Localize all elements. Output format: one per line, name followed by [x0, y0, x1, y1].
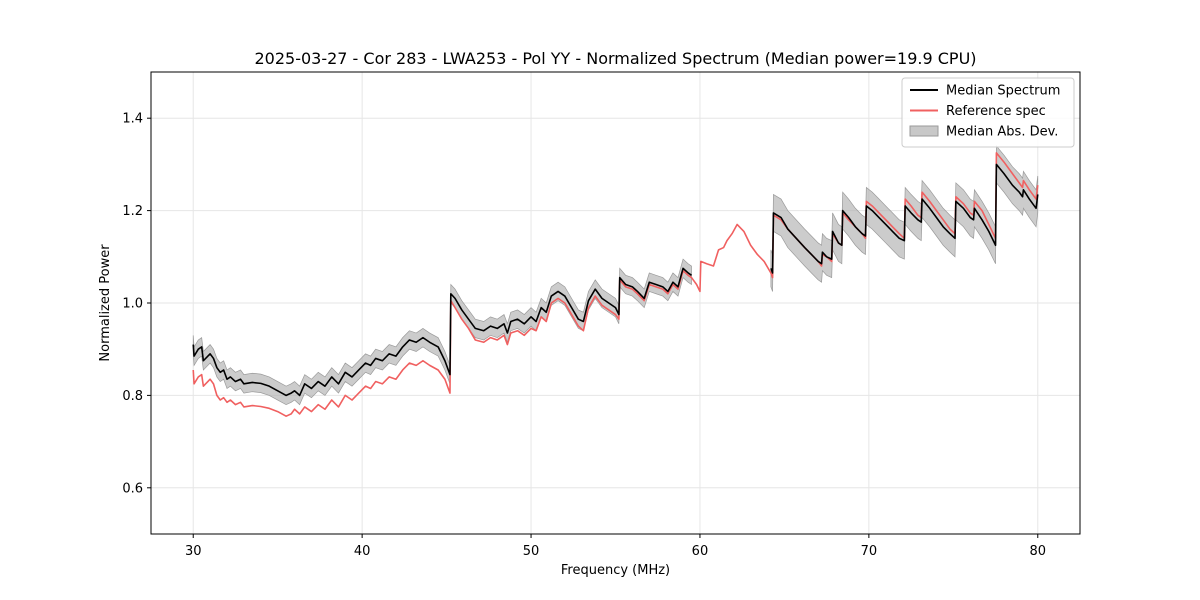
tick-layer: 30 40 50 60 70 80 0.6 0.8 1.0 1.2 1.4 — [122, 112, 1046, 559]
x-tick-label: 40 — [354, 544, 371, 559]
x-tick-label: 60 — [692, 544, 709, 559]
y-tick-label: 1.0 — [122, 297, 143, 312]
y-tick-label: 0.6 — [122, 481, 143, 496]
y-tick-label: 1.4 — [122, 112, 143, 127]
legend: Median Spectrum Reference spec Median Ab… — [901, 77, 1075, 148]
legend-reference-spec-label: Reference spec — [946, 104, 1046, 119]
y-tick-label: 1.2 — [122, 204, 143, 219]
series-layer — [192, 152, 1039, 417]
legend-mad-label: Median Abs. Dev. — [946, 125, 1058, 140]
mad-band-layer — [192, 144, 1039, 406]
median-spectrum-line — [770, 163, 1039, 274]
y-axis-label: Normalized Power — [98, 244, 113, 362]
x-tick-label: 70 — [861, 544, 878, 559]
x-tick-label: 50 — [523, 544, 540, 559]
mad-band — [192, 258, 692, 406]
legend-mad-swatch — [909, 125, 939, 137]
legend-median-spectrum-label: Median Spectrum — [946, 84, 1060, 99]
median-spectrum-line — [192, 267, 692, 397]
y-tick-label: 0.8 — [122, 389, 143, 404]
mad-band — [770, 144, 1039, 292]
x-tick-label: 30 — [185, 544, 202, 559]
legend-box — [901, 77, 1075, 148]
x-tick-label: 80 — [1029, 544, 1046, 559]
chart-title: 2025-03-27 - Cor 283 - LWA253 - Pol YY -… — [254, 49, 976, 68]
x-axis-label: Frequency (MHz) — [561, 563, 670, 578]
